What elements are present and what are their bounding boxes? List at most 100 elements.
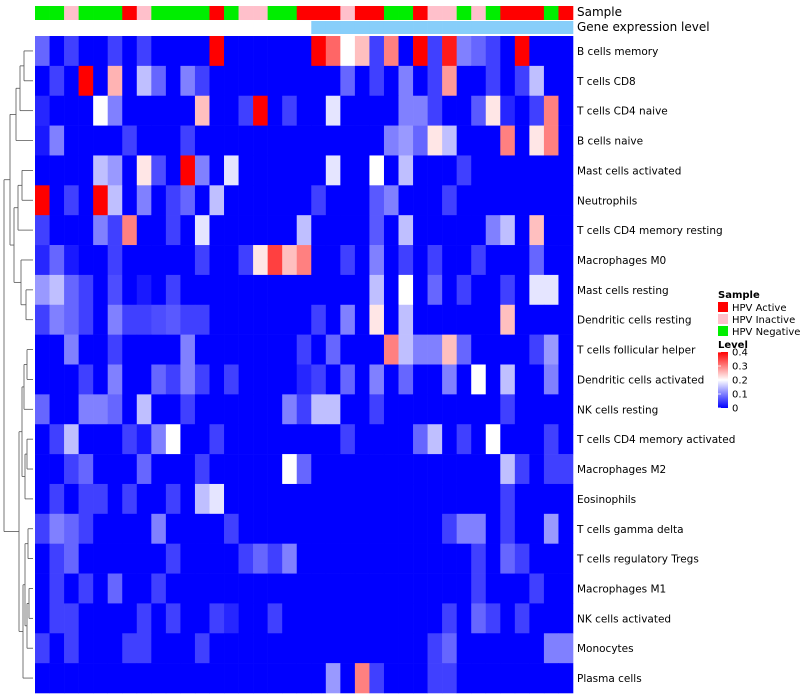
heatmap-cell [78,513,94,544]
heatmap-cell [500,125,516,156]
sample-annotation-cell [107,6,123,20]
heatmap-cell [107,185,123,216]
heatmap-cell [282,454,298,485]
heatmap-cell [194,483,210,515]
heatmap-cell [267,36,283,67]
heatmap-cell [514,274,530,306]
heatmap-cell [64,95,79,126]
heatmap-cell [369,424,385,455]
heatmap-cell [311,573,327,604]
heatmap-cell [354,274,370,306]
heatmap-cell [64,36,79,67]
heatmap-cell [93,483,109,515]
heatmap-cell [64,424,79,455]
heatmap-cell [93,513,109,544]
heatmap-cell [35,155,50,186]
heatmap-cell [267,274,283,306]
heatmap-cell [78,483,94,515]
heatmap-cell [238,304,254,335]
heatmap-cell [500,364,516,395]
heatmap-cell [209,334,225,365]
heatmap-cell [456,274,472,306]
heatmap-cell [558,663,574,694]
heatmap-cell [209,633,225,664]
heatmap-cell [442,65,457,97]
heatmap-cell [543,424,559,455]
heatmap-cell [325,573,341,604]
heatmap-cell [413,245,428,276]
heatmap-cell [442,663,457,694]
heatmap-cell [151,274,167,306]
heatmap-cell [253,454,268,485]
heatmap-cell [340,36,356,67]
heatmap-cell [354,454,370,485]
heatmap-cell [543,364,559,395]
heatmap-cell [500,65,516,97]
heatmap-cell [558,394,574,425]
heatmap-cell [282,663,298,694]
heatmap-cell [471,483,487,515]
heatmap-cell [165,36,181,67]
heatmap-cell [282,36,298,67]
sample-annotation-cell [238,6,254,20]
heatmap-cell [78,424,94,455]
heatmap-cell [49,215,65,246]
heatmap-cell [354,364,370,395]
heatmap-cell [383,304,399,335]
heatmap-cell [558,304,574,335]
heatmap-cell [485,125,501,156]
row-label-macrophages-m0: Macrophages M0 [577,255,666,267]
heatmap-cell [311,155,327,186]
heatmap-cell [398,36,414,67]
heatmap-cell [354,95,370,126]
heatmap-cell [238,364,254,395]
heatmap-cell [442,603,457,634]
heatmap-cell [296,36,312,67]
heatmap-cell [165,454,181,485]
heatmap-cell [107,454,123,485]
heatmap-cell [209,513,225,544]
heatmap-cell [180,454,196,485]
heatmap-cell [398,454,414,485]
heatmap-cell [151,454,167,485]
heatmap-cell [136,454,152,485]
row-label-t-cells-regulatory-tregs: T cells regulatory Tregs [576,554,699,566]
heatmap-cell [209,454,225,485]
heatmap-cell [224,633,239,664]
heatmap-cell [529,304,545,335]
heatmap-cell [296,65,312,97]
heatmap-cell [209,65,225,97]
heatmap-cell [180,424,196,455]
heatmap-cell [325,424,341,455]
expression-annotation-cell [282,21,298,34]
expression-track-label: Gene expression level [577,20,710,34]
heatmap-cell [383,394,399,425]
heatmap-cell [558,36,574,67]
heatmap-cell [442,394,457,425]
heatmap-cell [151,65,167,97]
heatmap-cell [340,245,356,276]
heatmap-cell [369,274,385,306]
heatmap-cell [93,364,109,395]
heatmap-cell [500,215,516,246]
level-color-bar [718,352,728,408]
heatmap-cell [136,364,152,395]
expression-annotation-cell [180,21,196,34]
heatmap-cell [122,155,138,186]
heatmap-cell [180,663,196,694]
heatmap-cell [485,245,501,276]
heatmap-cell [500,394,516,425]
heatmap-cell [224,424,239,455]
sample-annotation-cell [456,6,472,20]
expression-annotation-cell [456,21,472,34]
sample-annotation-cell [64,6,79,20]
heatmap-cell [325,364,341,395]
heatmap-cell [311,215,327,246]
sample-annotation-track [35,6,574,20]
heatmap-cell [529,424,545,455]
heatmap-cell [180,215,196,246]
heatmap-cell [180,65,196,97]
heatmap-cell [267,543,283,574]
heatmap-cell [529,245,545,276]
heatmap-cell [340,215,356,246]
